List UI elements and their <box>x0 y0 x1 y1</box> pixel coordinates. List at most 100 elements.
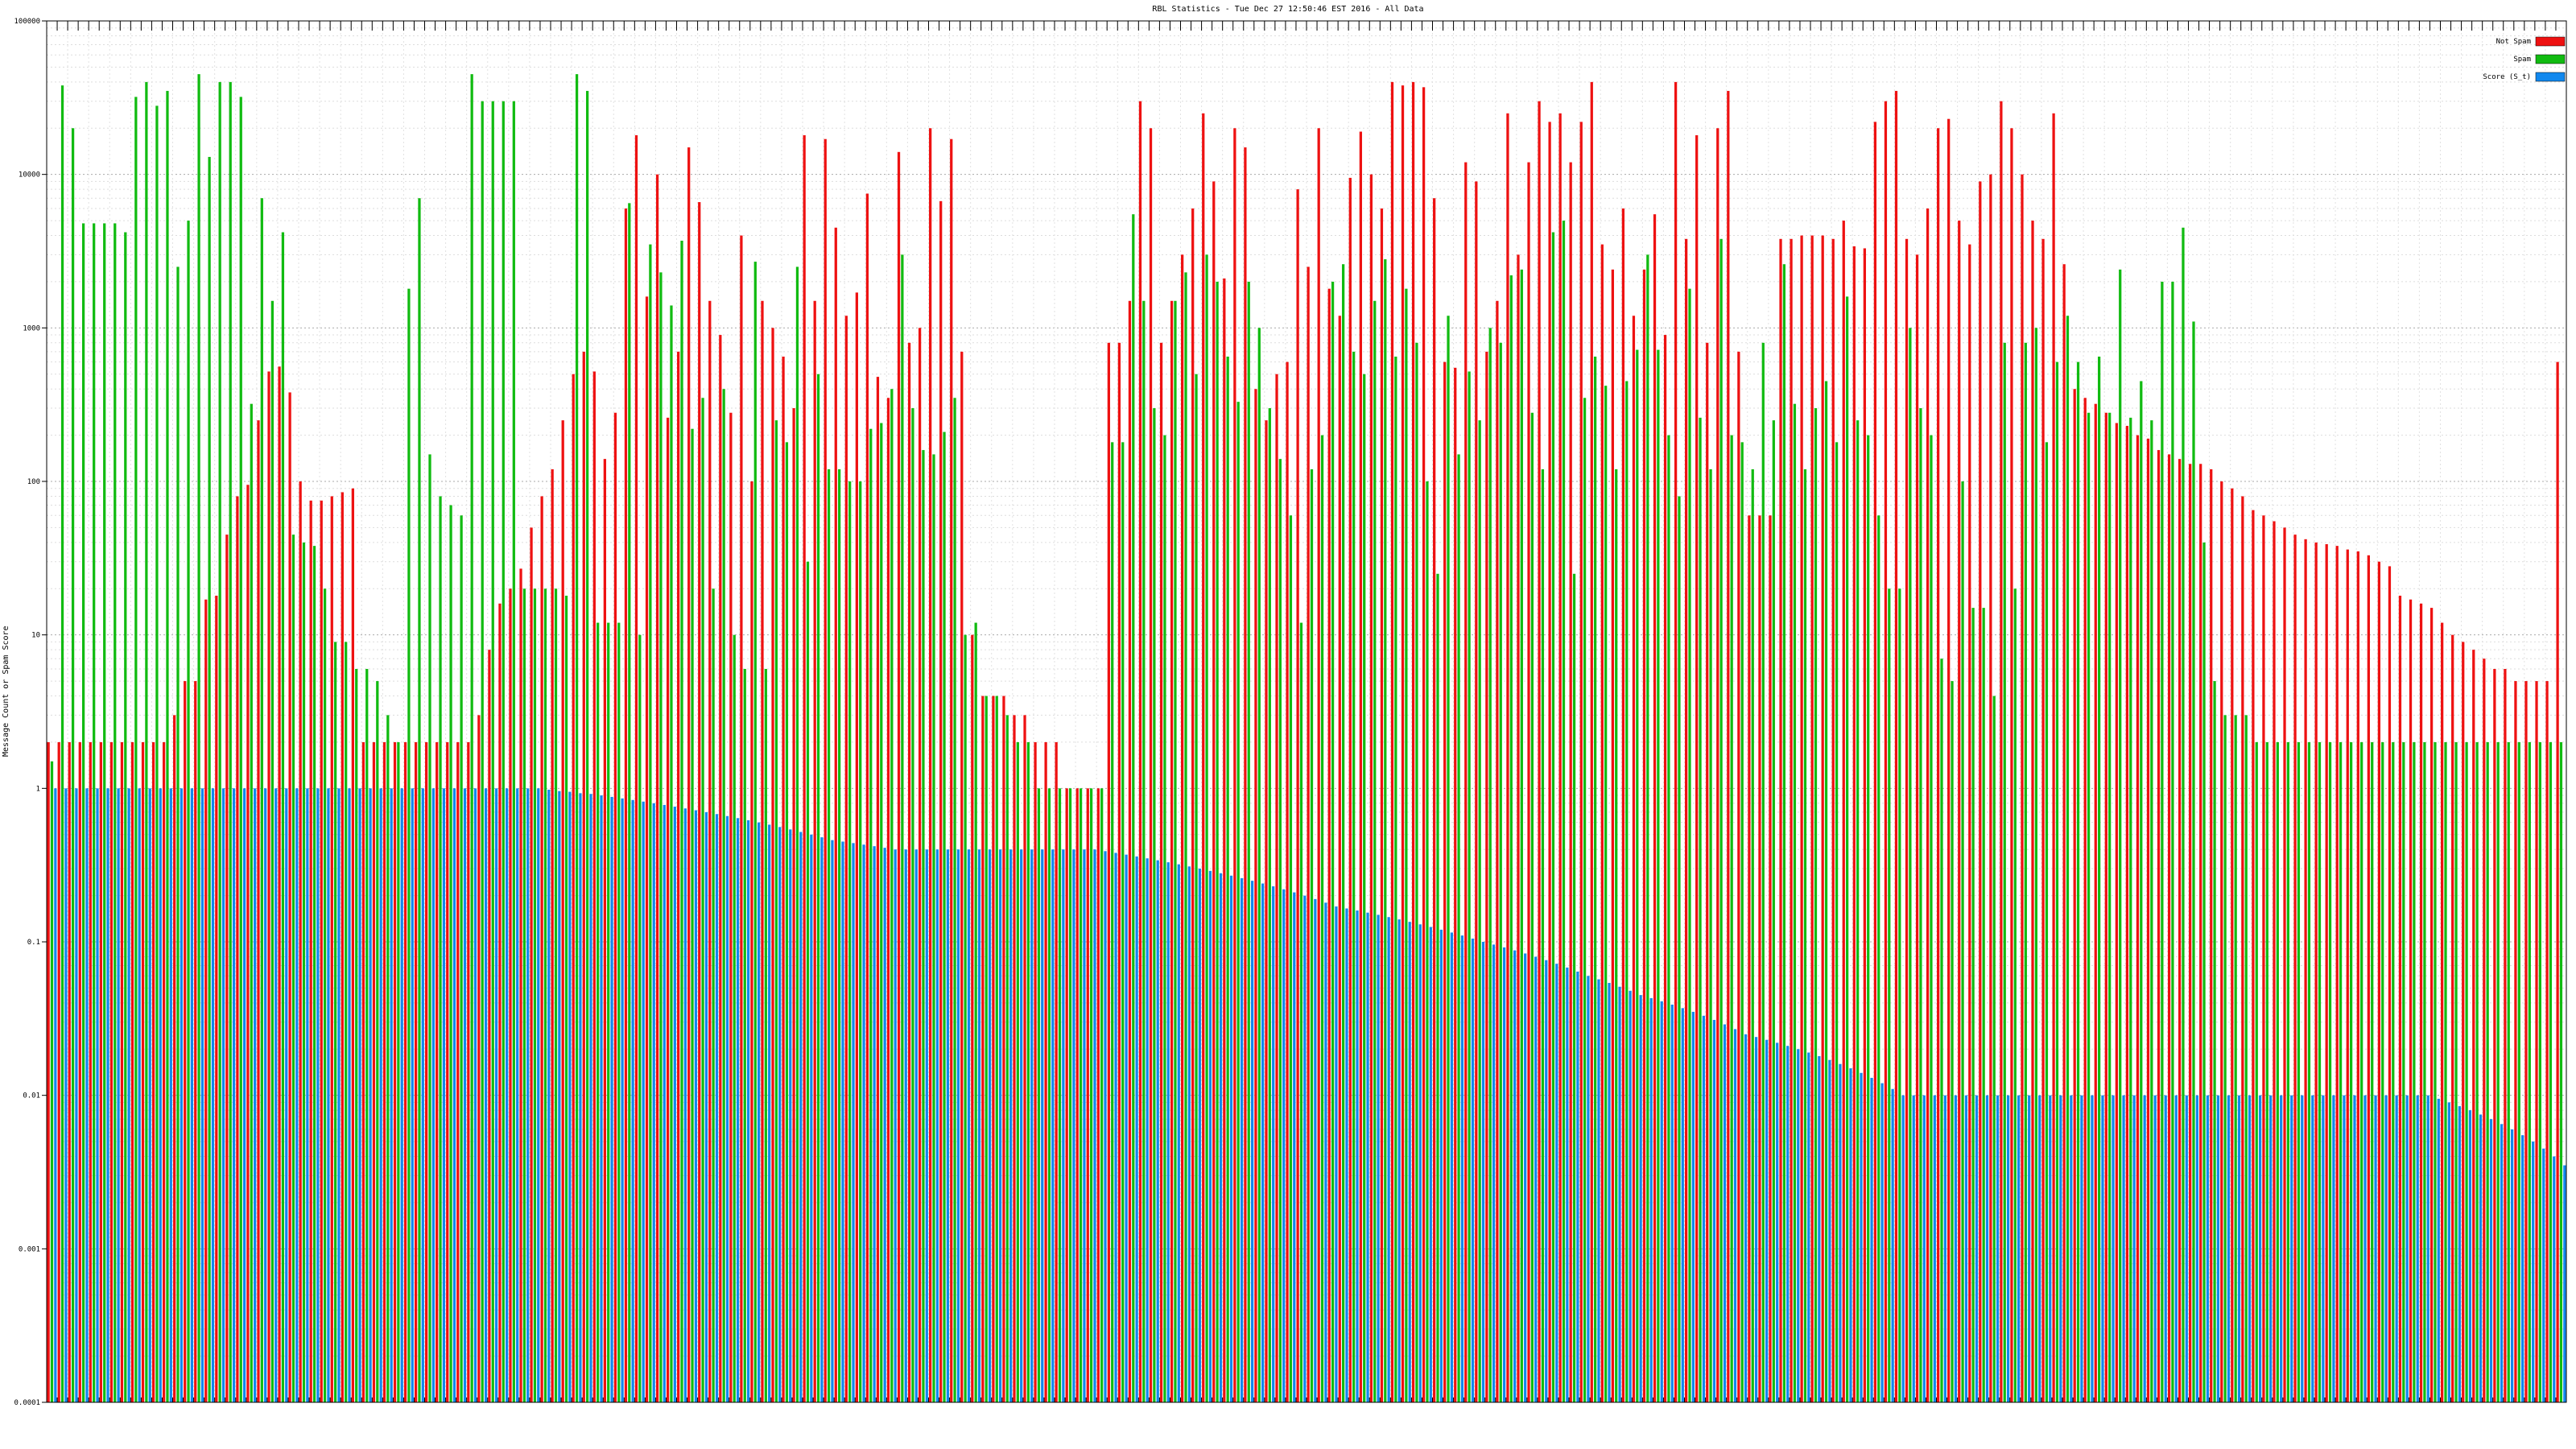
bar <box>914 849 918 1402</box>
bar <box>816 374 820 1403</box>
bar <box>2549 741 2553 1402</box>
bar <box>680 241 683 1402</box>
bar <box>2374 1095 2377 1402</box>
bar <box>1541 469 1545 1402</box>
bar <box>712 588 715 1402</box>
bar <box>509 588 512 1402</box>
bar <box>1884 101 1888 1403</box>
bar <box>1363 374 1366 1403</box>
bar <box>75 788 78 1402</box>
bar <box>379 788 382 1402</box>
bar <box>134 97 138 1403</box>
bar <box>2101 1095 2104 1402</box>
bar <box>1062 849 1065 1402</box>
bar <box>540 496 543 1402</box>
bar <box>1009 849 1013 1402</box>
bar <box>740 235 743 1402</box>
bar <box>603 459 606 1402</box>
bar <box>1198 869 1202 1402</box>
bar <box>1191 208 1195 1403</box>
bar <box>106 788 109 1402</box>
bar <box>1667 435 1670 1402</box>
bar <box>208 156 211 1403</box>
bar <box>250 403 253 1403</box>
bar <box>431 788 435 1402</box>
bar <box>2429 608 2434 1402</box>
bar <box>2535 681 2538 1402</box>
bar <box>2115 423 2118 1402</box>
bar <box>309 500 312 1402</box>
bar <box>2252 510 2255 1403</box>
bar <box>1390 81 1394 1403</box>
bar <box>1146 858 1149 1402</box>
bar <box>176 266 180 1403</box>
bar <box>2195 1095 2198 1402</box>
bar <box>1723 1024 1727 1402</box>
bar <box>645 296 649 1402</box>
bar <box>1608 983 1611 1402</box>
bar <box>1320 435 1324 1402</box>
bar <box>1226 357 1229 1402</box>
bar <box>2496 741 2500 1402</box>
bar <box>1492 944 1496 1402</box>
bar <box>1520 269 1523 1403</box>
bar <box>1072 849 1075 1402</box>
y-tick-label: 0.001 <box>19 1245 40 1253</box>
bar <box>456 741 460 1402</box>
bar <box>1863 248 1866 1403</box>
bar <box>1769 515 1772 1402</box>
bar <box>1642 269 1646 1403</box>
bar <box>1790 238 1793 1402</box>
bar <box>1247 281 1250 1403</box>
bar <box>1317 128 1320 1402</box>
bar <box>1265 420 1268 1402</box>
bar <box>1289 515 1293 1402</box>
bar <box>1961 481 1964 1402</box>
bar <box>1646 254 1649 1402</box>
bar <box>1233 128 1236 1402</box>
bar <box>624 208 628 1403</box>
bar <box>484 788 488 1402</box>
bar <box>572 374 575 1403</box>
bar <box>649 244 652 1403</box>
bar <box>758 822 761 1402</box>
bar <box>2462 642 2465 1402</box>
grid-layer <box>46 21 2567 1403</box>
bar <box>2409 599 2413 1402</box>
bar <box>956 849 960 1402</box>
bar <box>704 811 708 1402</box>
bar <box>316 788 320 1402</box>
bar <box>1275 374 1278 1403</box>
bar <box>1030 849 1034 1402</box>
bar <box>2052 113 2055 1402</box>
bar <box>421 788 424 1402</box>
bar <box>463 788 467 1402</box>
bar <box>85 788 89 1402</box>
bar <box>1475 181 1478 1402</box>
bar <box>1590 81 1593 1403</box>
bar <box>2045 442 2049 1402</box>
bar <box>2227 1095 2231 1402</box>
bar <box>925 849 928 1402</box>
bar <box>1604 386 1608 1402</box>
bar <box>1856 420 1860 1402</box>
bar <box>1793 403 1797 1403</box>
bar <box>1335 906 1338 1402</box>
bar <box>1551 232 1555 1402</box>
bar <box>1772 420 1775 1402</box>
bar <box>2220 481 2223 1402</box>
bar <box>295 788 299 1402</box>
bar <box>761 300 764 1402</box>
bar <box>312 546 316 1402</box>
bar <box>974 622 977 1402</box>
bar <box>270 300 274 1402</box>
bar <box>1128 300 1132 1402</box>
bar <box>1240 877 1244 1402</box>
bar <box>180 788 183 1402</box>
bar <box>138 788 141 1402</box>
bar <box>1223 278 1226 1402</box>
bar <box>2353 1095 2356 1402</box>
bar <box>1636 349 1639 1402</box>
bar <box>2542 1148 2545 1402</box>
bar <box>663 804 666 1402</box>
